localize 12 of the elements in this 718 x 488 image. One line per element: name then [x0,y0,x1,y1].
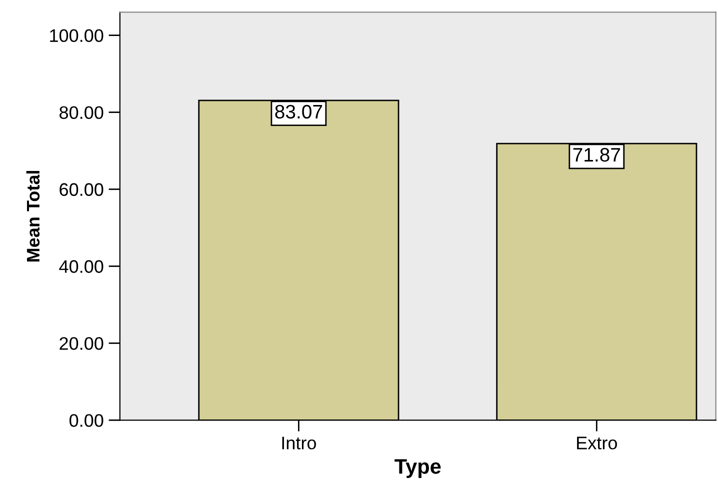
y-tick-label: 20.00 [60,337,104,350]
data-label: 83.07 [275,104,322,119]
y-tick-label: 0.00 [70,414,104,427]
y-axis-title: Mean Total [26,170,40,262]
y-tick-label: 40.00 [59,260,104,273]
y-tick-label: 100.00 [50,29,104,42]
y-tick-label: 80.00 [60,106,104,119]
x-tick-label: Intro [282,436,316,450]
x-tick-label: Extro [577,436,617,450]
y-tick-label: 60.00 [60,183,104,196]
x-axis-title: Type [394,459,441,478]
data-label: 71.87 [573,148,620,162]
